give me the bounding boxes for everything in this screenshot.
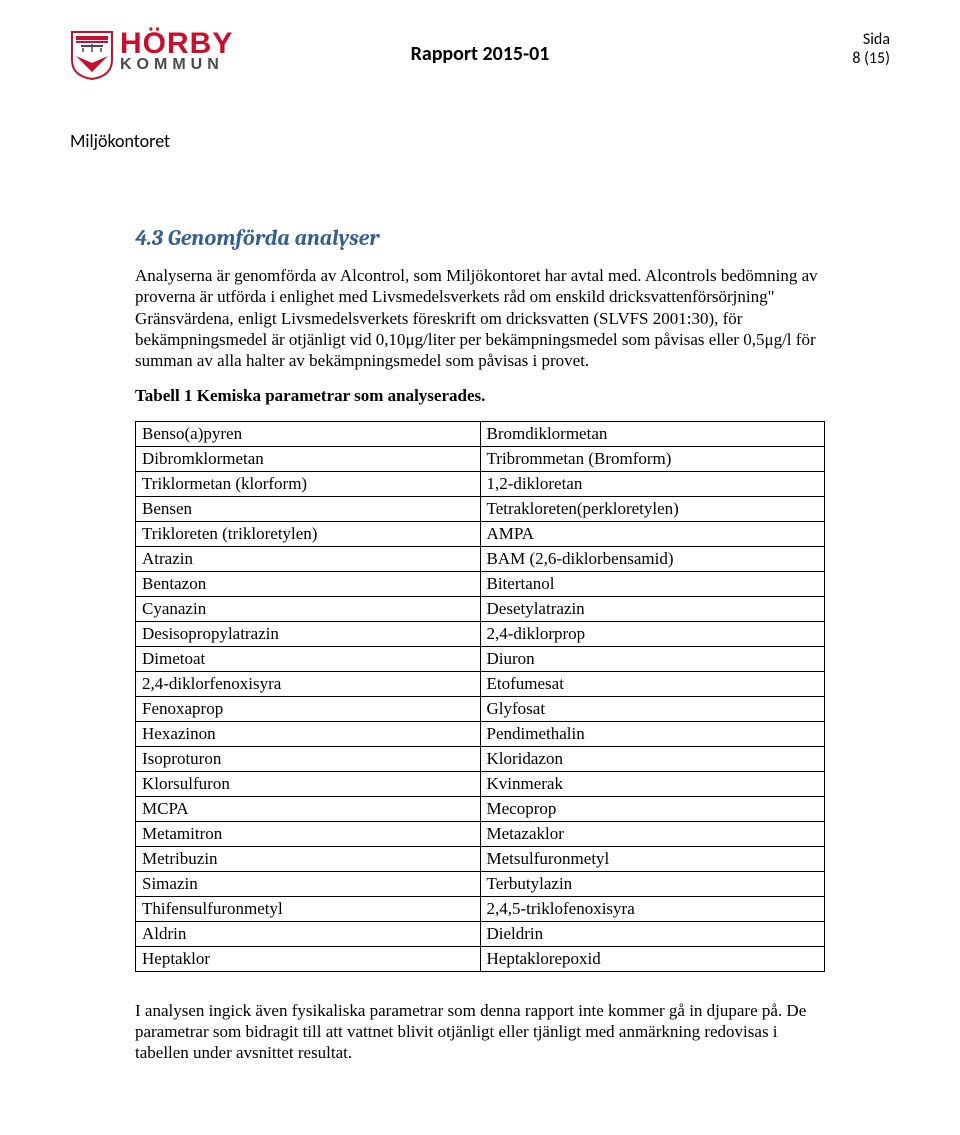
table-row: SimazinTerbutylazin xyxy=(136,871,825,896)
table-cell: 2,4-diklorfenoxisyra xyxy=(136,671,481,696)
table-row: Trikloreten (trikloretylen)AMPA xyxy=(136,521,825,546)
table-cell: Dieldrin xyxy=(480,921,825,946)
table-cell: Simazin xyxy=(136,871,481,896)
logo-sub: KOMMUN xyxy=(120,57,233,72)
table-cell: Bromdiklormetan xyxy=(480,421,825,446)
table-row: 2,4-diklorfenoxisyraEtofumesat xyxy=(136,671,825,696)
shield-icon xyxy=(70,30,114,85)
table-row: DimetoatDiuron xyxy=(136,646,825,671)
side-label: Sida xyxy=(852,30,890,49)
table-cell: Kvinmerak xyxy=(480,771,825,796)
table-cell: Etofumesat xyxy=(480,671,825,696)
table-cell: MCPA xyxy=(136,796,481,821)
parameters-table: Benso(a)pyrenBromdiklormetanDibromklorme… xyxy=(135,421,825,972)
table-cell: Cyanazin xyxy=(136,596,481,621)
table-row: KlorsulfuronKvinmerak xyxy=(136,771,825,796)
table-cell: Metsulfuronmetyl xyxy=(480,846,825,871)
table-row: Benso(a)pyrenBromdiklormetan xyxy=(136,421,825,446)
content: 4.3 Genomförda analyser Analyserna är ge… xyxy=(135,225,825,1063)
table-cell: Triklormetan (klorform) xyxy=(136,471,481,496)
table-cell: Benso(a)pyren xyxy=(136,421,481,446)
table-cell: Dimetoat xyxy=(136,646,481,671)
table-cell: Hexazinon xyxy=(136,721,481,746)
table-caption: Tabell 1 Kemiska parametrar som analyser… xyxy=(135,385,825,406)
table-cell: Fenoxaprop xyxy=(136,696,481,721)
table-cell: Glyfosat xyxy=(480,696,825,721)
table-row: MCPAMecoprop xyxy=(136,796,825,821)
table-cell: 2,4-diklorprop xyxy=(480,621,825,646)
table-row: BensenTetrakloreten(perkloretylen) xyxy=(136,496,825,521)
table-row: MetribuzinMetsulfuronmetyl xyxy=(136,846,825,871)
table-cell: Thifensulfuronmetyl xyxy=(136,896,481,921)
table-cell: Trikloreten (trikloretylen) xyxy=(136,521,481,546)
page-number: 8 (15) xyxy=(852,49,890,68)
table-cell: Tribrommetan (Bromform) xyxy=(480,446,825,471)
table-cell: 2,4,5-triklofenoxisyra xyxy=(480,896,825,921)
table-cell: Desetylatrazin xyxy=(480,596,825,621)
table-row: MetamitronMetazaklor xyxy=(136,821,825,846)
table-cell: Desisopropylatrazin xyxy=(136,621,481,646)
table-cell: Metamitron xyxy=(136,821,481,846)
table-cell: Mecoprop xyxy=(480,796,825,821)
report-title: Rapport 2015-01 xyxy=(411,42,550,66)
logo: HÖRBY KOMMUN xyxy=(70,30,233,85)
table-cell: Aldrin xyxy=(136,921,481,946)
table-cell: Metazaklor xyxy=(480,821,825,846)
table-row: BentazonBitertanol xyxy=(136,571,825,596)
table-cell: Tetrakloreten(perkloretylen) xyxy=(480,496,825,521)
table-cell: Bensen xyxy=(136,496,481,521)
table-row: AtrazinBAM (2,6-diklorbensamid) xyxy=(136,546,825,571)
table-row: Triklormetan (klorform)1,2-dikloretan xyxy=(136,471,825,496)
table-cell: Terbutylazin xyxy=(480,871,825,896)
table-row: CyanazinDesetylatrazin xyxy=(136,596,825,621)
page: HÖRBY KOMMUN Rapport 2015-01 Sida 8 (15)… xyxy=(0,0,960,1135)
table-cell: Diuron xyxy=(480,646,825,671)
table-cell: AMPA xyxy=(480,521,825,546)
logo-main: HÖRBY xyxy=(120,30,233,59)
footer-paragraph: I analysen ingick även fysikaliska param… xyxy=(135,1000,825,1064)
department-label: Miljökontoret xyxy=(70,130,170,152)
table-row: AldrinDieldrin xyxy=(136,921,825,946)
table-cell: Kloridazon xyxy=(480,746,825,771)
table-cell: Bentazon xyxy=(136,571,481,596)
table-row: DibromklormetanTribrommetan (Bromform) xyxy=(136,446,825,471)
section-heading: 4.3 Genomförda analyser xyxy=(135,225,825,251)
table-cell: Atrazin xyxy=(136,546,481,571)
logo-text: HÖRBY KOMMUN xyxy=(120,30,233,72)
table-cell: Dibromklormetan xyxy=(136,446,481,471)
intro-paragraph: Analyserna är genomförda av Alcontrol, s… xyxy=(135,265,825,371)
table-row: Desisopropylatrazin2,4-diklorprop xyxy=(136,621,825,646)
table-row: FenoxapropGlyfosat xyxy=(136,696,825,721)
page-indicator: Sida 8 (15) xyxy=(852,30,890,68)
table-row: HexazinonPendimethalin xyxy=(136,721,825,746)
table-cell: BAM (2,6-diklorbensamid) xyxy=(480,546,825,571)
table-row: Thifensulfuronmetyl2,4,5-triklofenoxisyr… xyxy=(136,896,825,921)
table-cell: Bitertanol xyxy=(480,571,825,596)
table-cell: Isoproturon xyxy=(136,746,481,771)
table-row: IsoproturonKloridazon xyxy=(136,746,825,771)
header: HÖRBY KOMMUN Rapport 2015-01 Sida 8 (15)… xyxy=(70,30,890,130)
table-cell: Klorsulfuron xyxy=(136,771,481,796)
table-cell: Pendimethalin xyxy=(480,721,825,746)
table-cell: Metribuzin xyxy=(136,846,481,871)
table-row: HeptaklorHeptaklorepoxid xyxy=(136,946,825,971)
table-cell: 1,2-dikloretan xyxy=(480,471,825,496)
table-cell: Heptaklor xyxy=(136,946,481,971)
table-cell: Heptaklorepoxid xyxy=(480,946,825,971)
